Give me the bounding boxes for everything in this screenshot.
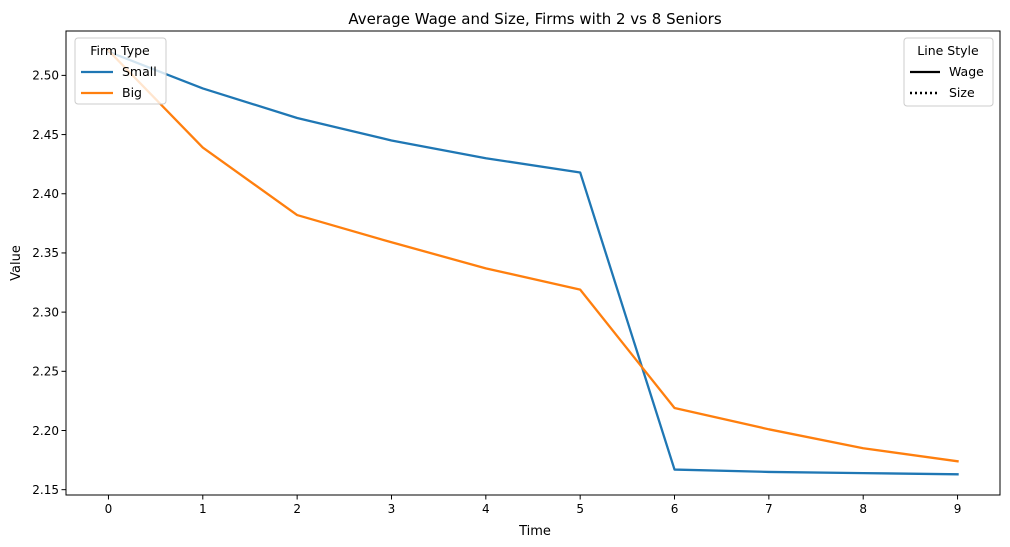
y-tick-label: 2.45 — [32, 128, 59, 142]
chart-title: Average Wage and Size, Firms with 2 vs 8… — [348, 10, 722, 28]
y-axis-label: Value — [9, 245, 24, 281]
x-tick-label: 2 — [293, 502, 301, 516]
x-tick-label: 4 — [482, 502, 490, 516]
y-tick-label: 2.15 — [32, 483, 59, 497]
x-tick-label: 8 — [859, 502, 867, 516]
plot-frame — [65, 30, 1001, 496]
x-tick-label: 5 — [576, 502, 584, 516]
x-tick-label: 6 — [671, 502, 679, 516]
legend-firm-type: Firm Type Small Big — [74, 37, 167, 105]
y-tick-label: 2.35 — [32, 246, 59, 260]
legend-firm-type-box — [74, 37, 167, 105]
x-tick-label: 7 — [765, 502, 773, 516]
x-tick-label: 1 — [199, 502, 207, 516]
legend-line-style: Line Style Wage Size — [903, 37, 994, 107]
y-tick-label: 2.50 — [32, 69, 59, 83]
legend-line-style-box — [903, 37, 994, 107]
legend-label-big: Big — [122, 85, 142, 100]
legend-label-wage: Wage — [949, 64, 984, 79]
legend-label-small: Small — [122, 64, 157, 79]
x-tick-label: 9 — [954, 502, 962, 516]
y-tick-label: 2.25 — [32, 365, 59, 379]
legend-line-style-title: Line Style — [917, 43, 979, 58]
y-axis: 2.15 2.20 2.25 2.30 2.35 2.40 2.45 2.50 — [32, 69, 66, 497]
legend-firm-type-title: Firm Type — [90, 43, 150, 58]
x-tick-label: 0 — [105, 502, 113, 516]
y-tick-label: 2.40 — [32, 187, 59, 201]
series-line-small — [106, 50, 959, 476]
x-axis-label: Time — [518, 524, 551, 539]
y-tick-label: 2.30 — [32, 305, 59, 319]
x-tick-label: 3 — [388, 502, 396, 516]
legend-label-size: Size — [949, 85, 975, 100]
y-tick-label: 2.20 — [32, 424, 59, 438]
series-line-big — [106, 48, 959, 463]
x-axis: 0 1 2 3 4 5 6 7 8 9 — [105, 495, 962, 516]
series-layer — [106, 48, 959, 476]
